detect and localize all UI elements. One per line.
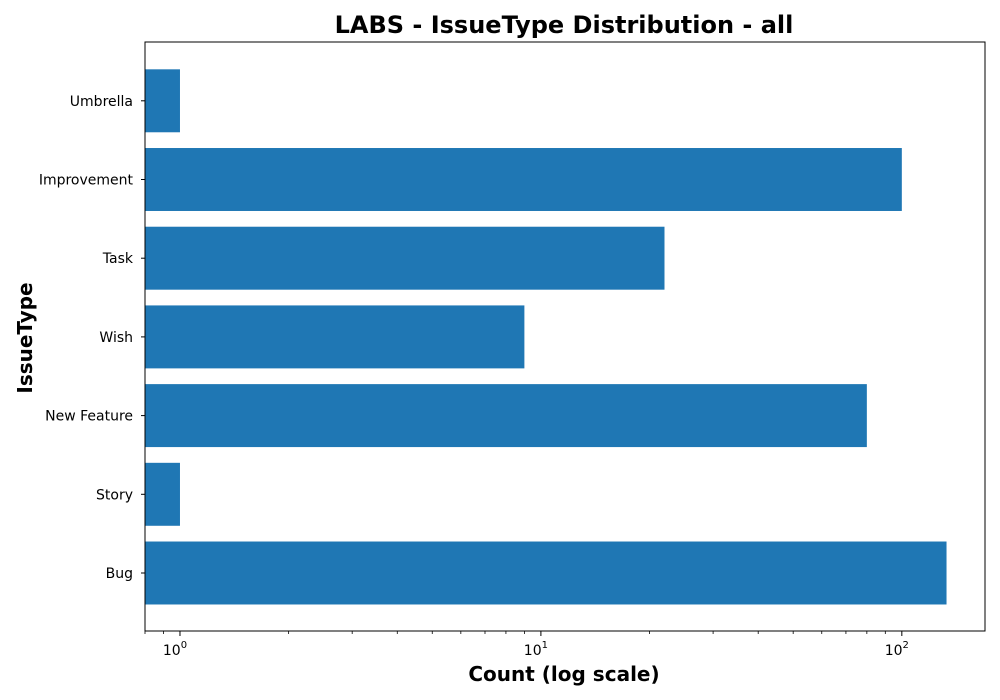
bars xyxy=(145,69,947,605)
y-axis-label: IssueType xyxy=(13,282,37,393)
bar-umbrella xyxy=(145,69,180,133)
x-axis-ticks: 100 101 102 xyxy=(144,631,909,659)
y-tick-label: Bug xyxy=(106,566,133,582)
x-tick-label: 102 xyxy=(885,640,909,659)
y-axis-ticks: Bug Story New Feature Wish Task Improvement Um… xyxy=(39,94,145,582)
bar-wish xyxy=(145,305,525,369)
x-tick-label: 101 xyxy=(524,640,548,659)
y-tick-label: New Feature xyxy=(45,409,133,425)
x-tick-label: 100 xyxy=(163,640,187,659)
y-tick-label: Improvement xyxy=(39,173,134,189)
bar-bug xyxy=(145,541,947,605)
y-tick-label: Task xyxy=(102,251,134,267)
x-axis-label: Count (log scale) xyxy=(468,662,659,686)
bar-new-feature xyxy=(145,384,867,448)
bar-story xyxy=(145,462,180,526)
y-tick-label: Wish xyxy=(99,330,133,346)
plot-frame xyxy=(144,41,986,632)
y-tick-label: Story xyxy=(96,487,133,503)
y-tick-label: Umbrella xyxy=(70,94,133,110)
chart-title: LABS - IssueType Distribution - all xyxy=(335,11,794,39)
bar-improvement xyxy=(145,148,902,211)
bar-task xyxy=(145,226,665,290)
